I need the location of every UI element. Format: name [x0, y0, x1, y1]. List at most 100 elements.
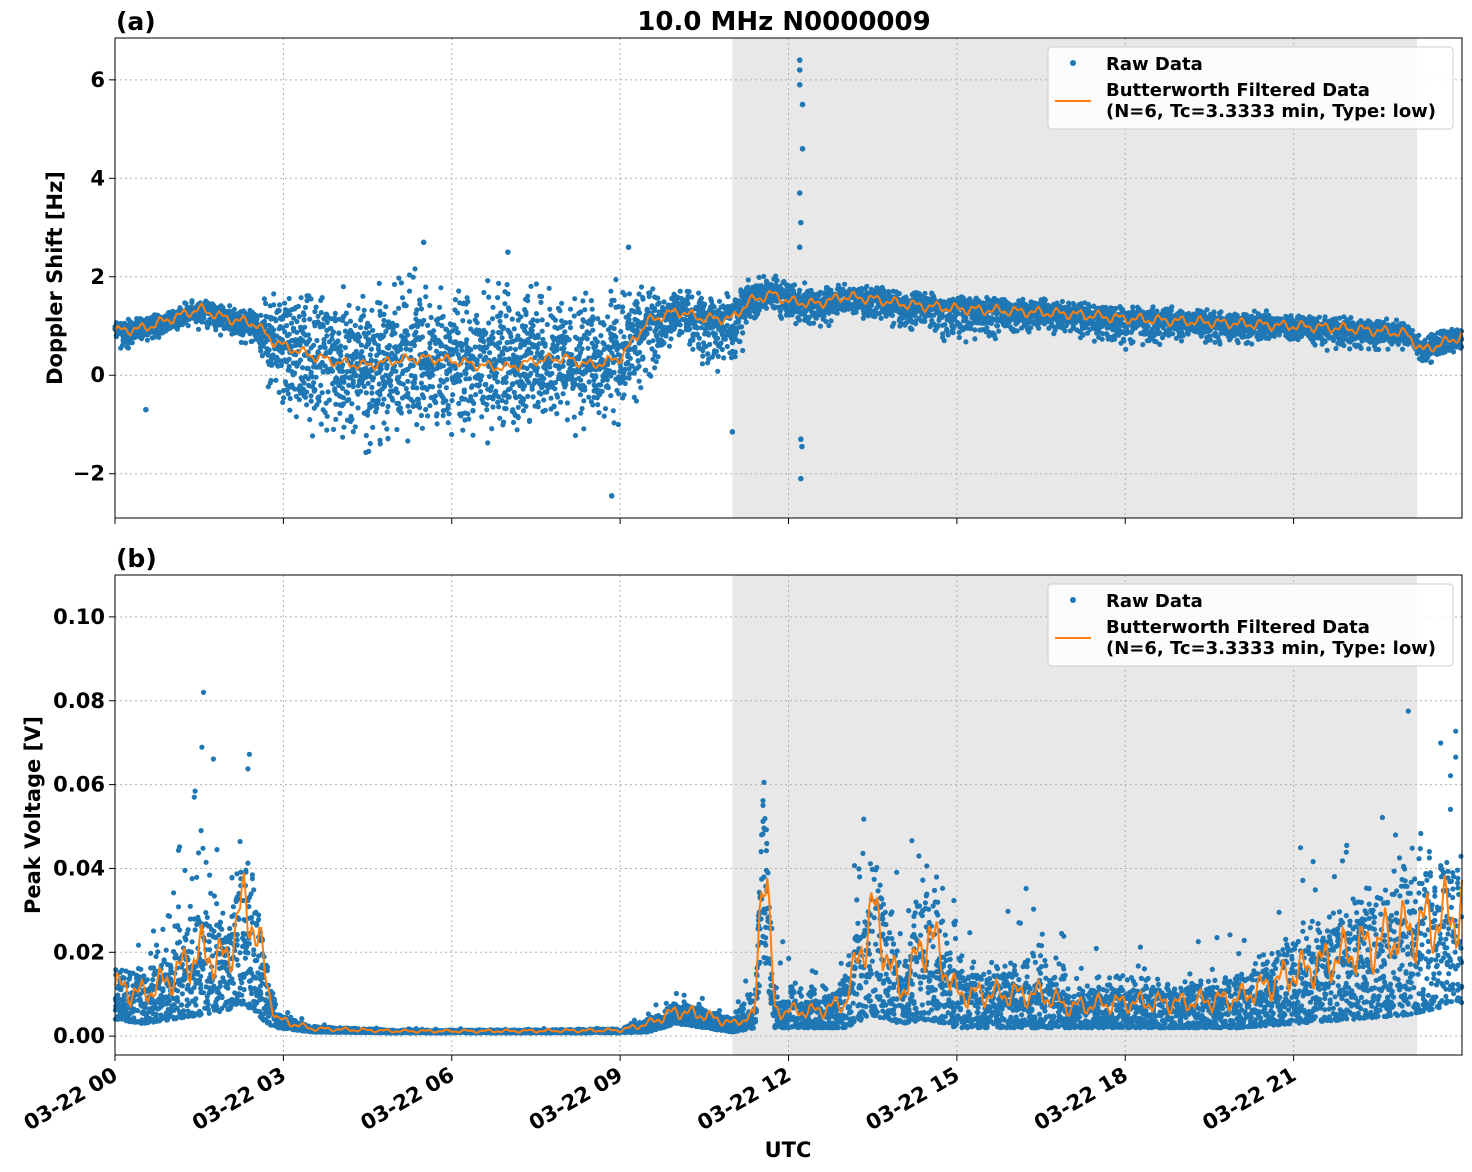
raw-point: [653, 359, 659, 365]
raw-point: [271, 302, 277, 308]
raw-point: [582, 387, 588, 393]
raw-point: [324, 319, 330, 325]
raw-point: [445, 402, 451, 409]
raw-point: [463, 371, 469, 377]
raw-point: [581, 426, 587, 432]
raw-point: [342, 345, 348, 351]
raw-point: [611, 326, 617, 332]
raw-point: [305, 376, 311, 382]
raw-point: [311, 342, 317, 348]
raw-point: [622, 380, 628, 387]
raw-point: [474, 320, 480, 326]
raw-point: [490, 304, 496, 310]
raw-point: [566, 337, 572, 343]
raw-point: [468, 347, 474, 353]
raw-point: [394, 426, 400, 433]
raw-point: [336, 330, 342, 336]
raw-point: [398, 410, 404, 416]
raw-point: [611, 369, 617, 375]
raw-point: [322, 345, 328, 351]
raw-point: [369, 390, 375, 396]
raw-point: [189, 298, 195, 304]
raw-point: [183, 301, 189, 307]
raw-point: [464, 309, 470, 315]
raw-point: [538, 299, 544, 305]
raw-point: [434, 421, 440, 427]
raw-point: [264, 314, 270, 320]
raw-point: [690, 337, 696, 343]
raw-point: [647, 326, 653, 332]
raw-point: [439, 323, 445, 329]
raw-point: [459, 347, 465, 353]
raw-point: [640, 355, 646, 361]
raw-point: [715, 335, 721, 341]
raw-point: [1124, 330, 1130, 336]
raw-point: [301, 312, 307, 318]
raw-point: [636, 378, 642, 384]
raw-point: [385, 436, 391, 442]
raw-point: [341, 379, 347, 385]
raw-point: [621, 334, 627, 340]
raw-point: [231, 306, 237, 312]
raw-point: [551, 403, 557, 409]
raw-point: [511, 389, 517, 395]
raw-point: [579, 324, 585, 330]
raw-point: [560, 391, 566, 397]
raw-point: [308, 393, 314, 399]
raw-point: [495, 379, 501, 385]
raw-point: [512, 346, 519, 352]
raw-point: [388, 382, 394, 389]
raw-point: [811, 320, 817, 326]
raw-point: [288, 320, 295, 326]
raw-point: [286, 364, 292, 370]
raw-point: [427, 302, 433, 309]
raw-point: [790, 288, 797, 294]
raw-point: [403, 386, 409, 392]
raw-point: [405, 378, 411, 384]
raw-point: [626, 312, 632, 318]
raw-point: [689, 294, 695, 300]
raw-point: [423, 406, 429, 413]
raw-point: [732, 354, 738, 360]
raw-point: [464, 337, 470, 343]
raw-point: [489, 426, 495, 432]
raw-point: [370, 424, 376, 430]
raw-point: [539, 293, 545, 300]
raw-point: [318, 421, 324, 427]
raw-point: [677, 322, 683, 328]
raw-point: [414, 323, 421, 330]
raw-point: [626, 316, 632, 323]
raw-point: [308, 296, 314, 302]
raw-point: [622, 292, 628, 298]
raw-point: [377, 300, 383, 306]
raw-point: [258, 348, 264, 354]
raw-point: [478, 389, 484, 395]
raw-point: [238, 339, 244, 345]
raw-point: [304, 298, 310, 304]
raw-point: [319, 390, 325, 396]
raw-point: [434, 411, 440, 417]
raw-point: [604, 377, 610, 383]
raw-point: [355, 405, 361, 411]
raw-point: [578, 410, 584, 416]
raw-point: [419, 334, 425, 340]
raw-point: [438, 285, 444, 291]
raw-point: [352, 322, 358, 329]
raw-point: [525, 293, 531, 299]
raw-point: [352, 424, 358, 430]
raw-point: [541, 375, 547, 382]
raw-point: [293, 414, 299, 420]
raw-point: [503, 406, 509, 412]
raw-point: [423, 294, 429, 300]
raw-point: [473, 392, 479, 398]
raw-point: [338, 348, 344, 354]
raw-point: [797, 287, 803, 293]
raw-point: [321, 341, 327, 347]
raw-point: [418, 380, 424, 386]
raw-point: [369, 307, 375, 313]
raw-point: [1150, 304, 1156, 310]
raw-point: [605, 314, 611, 320]
raw-point: [477, 353, 483, 359]
raw-point: [546, 285, 552, 291]
